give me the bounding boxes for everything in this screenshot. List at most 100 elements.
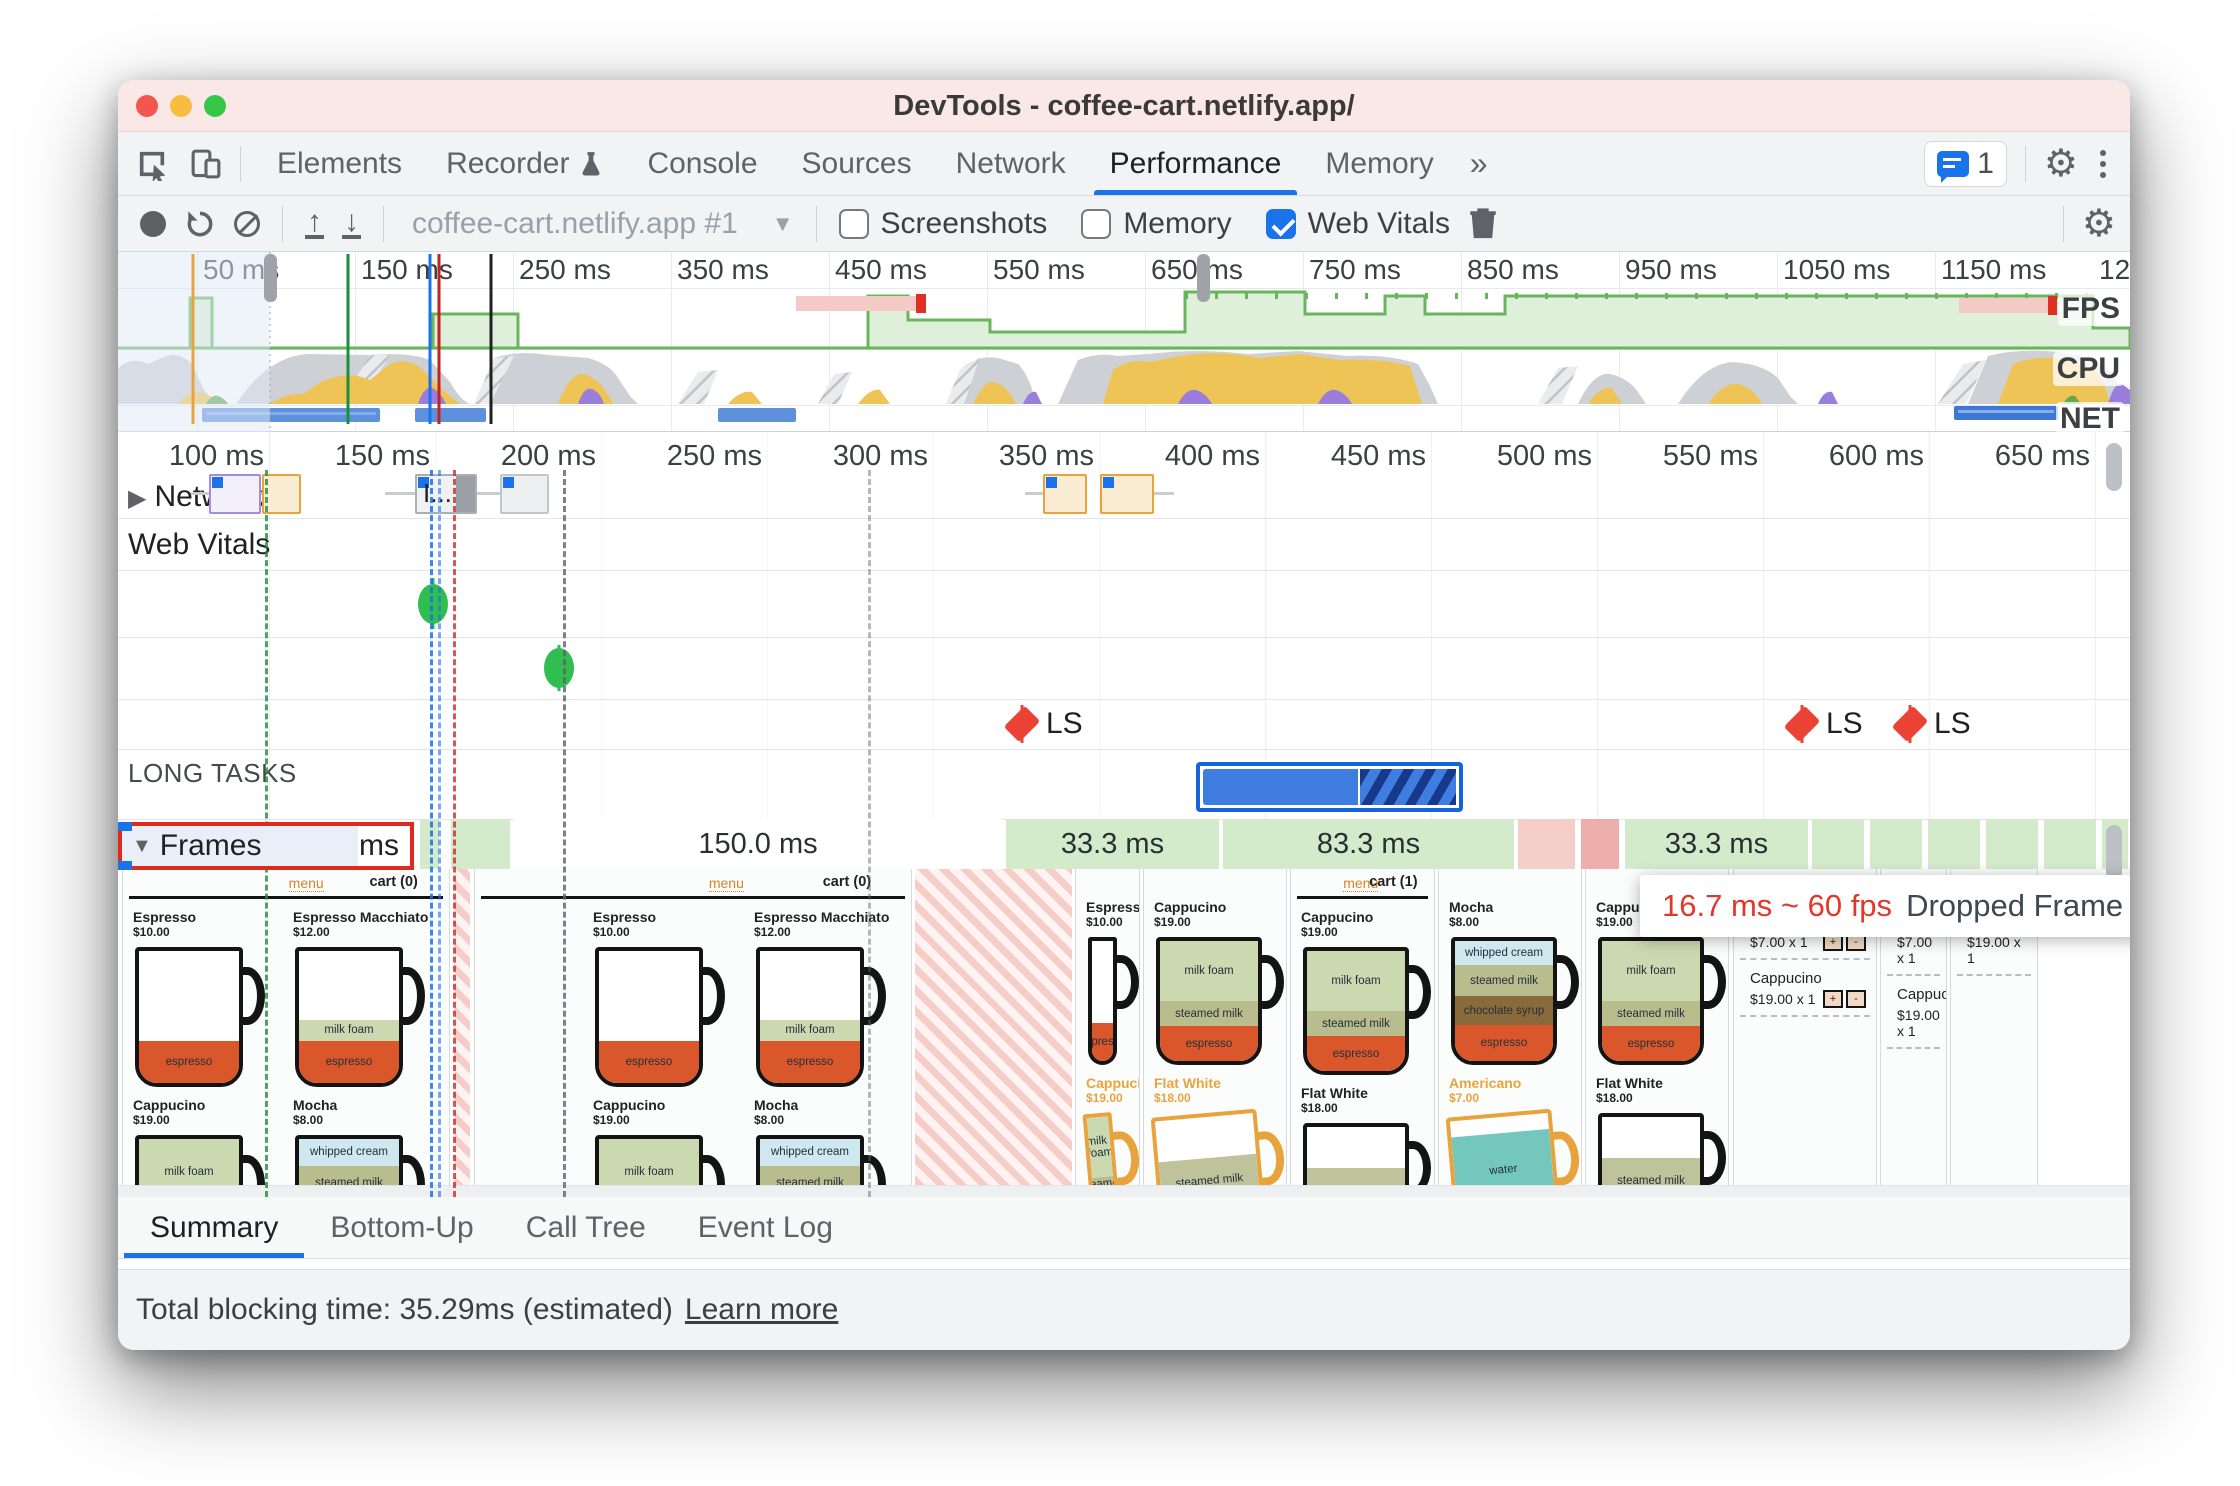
expand-network-icon[interactable]: ▶ [128,485,147,512]
request-whisker [1154,492,1174,495]
tab-memory[interactable]: Memory [1303,132,1455,195]
cup-layer-espresso: espresso [1307,1036,1405,1072]
network-request-bar[interactable] [209,474,261,514]
issues-button[interactable]: 1 [1924,140,2007,187]
close-window-button[interactable] [136,95,158,117]
web-vital-good-marker[interactable] [544,648,574,688]
checkbox-screenshots[interactable]: Screenshots [838,207,1047,241]
frame-duration-segment[interactable] [451,819,510,869]
filmstrip-screenshot[interactable]: menu cart (1) Cappucino $19.00 espresso steam… [1290,869,1435,1185]
tab-elements[interactable]: Elements [255,132,424,195]
details-tab-summary[interactable]: Summary [124,1197,305,1258]
frame-duration-segment[interactable] [1986,819,2038,869]
long-tasks-track-header[interactable]: LONG TASKS [128,758,297,788]
cup-handle [395,966,425,1026]
frame-duration-segment[interactable] [2044,819,2096,869]
tab-sources[interactable]: Sources [780,132,934,195]
frame-duration-segment[interactable]: 83.3 ms [1223,819,1514,869]
vertical-scrollbar-thumb[interactable] [2106,443,2122,491]
timeline-tracks[interactable]: 100 ms 150 ms 200 ms 250 ms 300 ms 350 ms 400 … [118,432,2130,1197]
cup-layer-steamed-milk: steamed milk [1158,1153,1261,1185]
layout-shift-marker[interactable] [1003,705,1041,743]
frame-duration-segment[interactable] [1812,819,1864,869]
filmstrip-screenshot[interactable]: Cappucino $19.00 espresso steamed milk milk … [1585,869,1729,1185]
device-toolbar-icon[interactable] [182,141,230,187]
frame-duration-segment[interactable]: 33.3 ms [1006,819,1219,869]
details-tab-call-tree[interactable]: Call Tree [525,1210,646,1244]
clear-recording-icon[interactable] [234,210,260,237]
checkbox-box-memory[interactable] [1081,208,1112,239]
maximize-window-button[interactable] [204,95,226,117]
tab-console[interactable]: Console [625,132,779,195]
capture-settings-gear-icon[interactable]: ⚙ [2081,202,2116,245]
filmstrip-screenshot[interactable]: Mocha $8.00 espresso chocolate syrup steamed… [1438,869,1582,1185]
ruler-tick: 300 ms [832,440,928,472]
decrease-qty-button[interactable]: - [1846,990,1866,1008]
settings-gear-icon[interactable]: ⚙ [2043,142,2078,185]
save-profile-icon[interactable]: ↓ [342,204,361,239]
tab-recorder[interactable]: Recorder [424,132,625,195]
web-vital-good-marker[interactable] [418,583,448,624]
cup-layer-steamed-milk: steamed milk [1307,1011,1405,1037]
checkbox-web-vitals[interactable]: Web Vitals [1265,207,1450,241]
cart-item-name: Cappucino [1750,970,1822,987]
filmstrip-screenshot[interactable]: Cappucino $19.00 espresso steamed milk milk … [1143,869,1287,1185]
network-request-bar[interactable] [1043,474,1087,514]
checkbox-box-web-vitals[interactable] [1265,208,1296,239]
frame-duration-segment[interactable]: 150.0 ms [514,819,1002,869]
cup-layer-chocolate-syrup: chocolate syrup [1455,996,1553,1026]
frame-duration-segment[interactable] [1928,819,1980,869]
product-name: Flat White [1596,1075,1663,1092]
details-tab-event-log[interactable]: Event Log [697,1210,833,1244]
more-tabs-icon[interactable]: » [1469,145,1488,181]
learn-more-link[interactable]: Learn more [684,1293,839,1326]
network-request-bar[interactable]: I... [415,474,477,514]
trash-icon[interactable] [1468,207,1498,241]
network-request-bar[interactable] [1100,474,1154,514]
layout-shift-marker[interactable] [1783,705,1821,743]
kebab-menu-icon[interactable] [2092,149,2114,178]
layout-shift-marker[interactable] [1891,705,1929,743]
web-vitals-track-header[interactable]: Web Vitals [128,528,271,561]
tab-performance[interactable]: Performance [1088,132,1304,195]
cup-layer-milk-foam: milk foam [1160,941,1258,1002]
divider [2024,145,2026,182]
minimize-window-button[interactable] [170,95,192,117]
tab-label: Elements [277,146,403,180]
reload-icon[interactable] [184,208,216,240]
filmstrip-scroll-track[interactable] [118,1185,2130,1197]
checkbox-box-screenshots[interactable] [838,208,869,239]
collapse-frames-icon[interactable]: ▼ [132,834,152,857]
tab-network[interactable]: Network [934,132,1088,195]
increase-qty-button[interactable]: + [1823,990,1843,1008]
session-select[interactable]: coffee-cart.netlify.app #1 [412,206,738,240]
chevron-down-icon[interactable]: ▼ [771,210,794,236]
frame-duration-segment[interactable]: 33.3 ms [1625,819,1808,869]
cart-item-qty: $19.00 x 1 [1897,1007,1940,1039]
network-request-bar[interactable] [500,474,549,514]
long-task-bar[interactable] [1196,762,1463,812]
filmstrip-screenshot[interactable]: Espresso$10.00 espresso Cappucino$19.00 esp… [1075,869,1140,1185]
vertical-scrollbar-thumb-2[interactable] [2106,825,2122,880]
details-tab-bottom-up[interactable]: Bottom-Up [330,1210,474,1244]
filmstrip-screenshot[interactable]: menu cart (0) Espresso $10.00 espresso Espres… [122,869,450,1185]
frame-duration-segment[interactable] [1581,819,1619,869]
frame-duration-segment[interactable] [1870,819,1922,869]
frame-duration-segment[interactable] [1518,819,1575,869]
network-request-bar[interactable] [262,474,301,514]
record-button[interactable] [140,210,166,237]
inspect-element-icon[interactable] [128,141,176,187]
spacer [1076,869,1139,889]
filmstrip-screenshot[interactable]: menu cart (0) Espresso $10.00 espresso Espres… [474,869,912,1185]
frames-track-header[interactable]: ▼ Frames [122,826,358,866]
load-profile-icon[interactable]: ↑ [305,204,324,239]
checkbox-memory[interactable]: Memory [1081,207,1232,241]
frame-duration-segment[interactable] [420,819,439,869]
